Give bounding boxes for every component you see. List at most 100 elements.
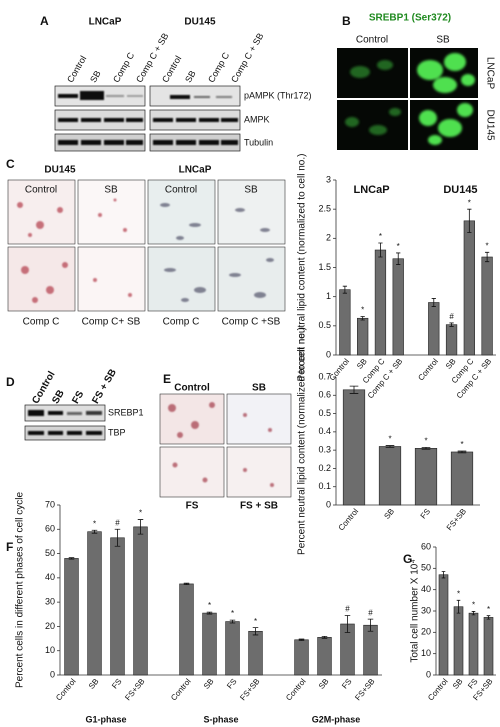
error-bar bbox=[252, 627, 259, 636]
x-tick-label: Control bbox=[426, 677, 450, 703]
y-tick-label: 0.1 bbox=[318, 481, 331, 491]
bar bbox=[179, 583, 194, 676]
x-tick-label: Control bbox=[284, 677, 308, 703]
fluorescence-images bbox=[337, 48, 478, 150]
bar bbox=[445, 324, 458, 356]
lane-label: FS bbox=[70, 389, 86, 406]
bar bbox=[481, 256, 493, 356]
y-tick-label: 2 bbox=[326, 233, 331, 243]
lane-label: SB bbox=[183, 69, 198, 84]
image-label: SB bbox=[252, 383, 266, 394]
bar bbox=[133, 526, 148, 676]
lane-label: FS + SB bbox=[90, 367, 119, 405]
x-tick-label: SB bbox=[382, 507, 396, 521]
y-tick-label: 20 bbox=[421, 627, 431, 637]
y-tick-label: 0.2 bbox=[318, 463, 331, 473]
row-label: pAMPK (Thr172) bbox=[244, 90, 312, 100]
x-tick-label: SB bbox=[451, 677, 465, 691]
bar bbox=[64, 558, 79, 676]
lane-label: Comp C + SB bbox=[229, 31, 265, 84]
bar bbox=[453, 606, 464, 676]
group-label: G1-phase bbox=[85, 714, 126, 724]
bar bbox=[428, 302, 440, 356]
image-label: Control bbox=[174, 383, 210, 394]
error-bar bbox=[367, 618, 374, 632]
lane-label: SB bbox=[50, 388, 66, 406]
x-tick-label: FS+SB bbox=[445, 507, 468, 532]
lane-labels: Control SB Comp C Comp C + SB Control SB… bbox=[65, 31, 265, 84]
y-tick-label: 1 bbox=[326, 291, 331, 301]
error-bar bbox=[385, 445, 395, 448]
cell-line-label: LNCaP bbox=[179, 165, 212, 176]
error-bar bbox=[457, 450, 467, 454]
significance-marker: * bbox=[486, 241, 489, 250]
panel-letter: C bbox=[6, 157, 15, 171]
bar bbox=[363, 624, 378, 676]
error-bar bbox=[229, 619, 236, 624]
y-tick-label: 30 bbox=[421, 605, 431, 615]
y-tick-label: 0 bbox=[50, 669, 55, 679]
x-tick-label: SB bbox=[87, 677, 101, 691]
y-tick-label: 0 bbox=[426, 669, 431, 679]
error-bar bbox=[467, 208, 472, 233]
cell-line-label: DU145 bbox=[184, 17, 216, 28]
significance-marker: * bbox=[388, 435, 391, 444]
y-tick-label: 50 bbox=[421, 563, 431, 573]
x-tick-label: FS+SB bbox=[123, 677, 146, 702]
y-tick-label: 30 bbox=[45, 597, 55, 607]
x-tick-label: FS bbox=[225, 677, 238, 691]
significance-marker: # bbox=[115, 518, 120, 527]
bar bbox=[202, 612, 217, 676]
significance-marker: # bbox=[449, 312, 454, 321]
error-bar bbox=[396, 252, 401, 265]
x-tick-label: FS+SB bbox=[238, 677, 261, 702]
x-tick-label: Control bbox=[416, 357, 440, 383]
significance-marker: * bbox=[93, 519, 96, 528]
significance-marker: * bbox=[254, 617, 257, 626]
y-tick-label: 0 bbox=[326, 349, 331, 359]
x-tick-label: FS bbox=[340, 677, 353, 691]
y-tick-label: 0 bbox=[326, 499, 331, 509]
significance-marker: * bbox=[468, 198, 471, 207]
y-tick-label: 60 bbox=[45, 524, 55, 534]
row-label: DU145 bbox=[484, 109, 495, 141]
stained-images bbox=[7, 179, 286, 312]
error-bar bbox=[471, 611, 476, 616]
y-tick-label: 1.5 bbox=[318, 262, 331, 272]
bar bbox=[378, 446, 402, 506]
y-tick-label: 40 bbox=[45, 572, 55, 582]
y-tick-label: 3 bbox=[326, 174, 331, 184]
y-tick-label: 50 bbox=[45, 548, 55, 558]
column-label: SB bbox=[436, 35, 450, 46]
cell-line-label: DU145 bbox=[44, 165, 76, 176]
x-tick-label: SB bbox=[317, 677, 331, 691]
bar bbox=[483, 617, 494, 676]
image-label: SB bbox=[244, 185, 258, 196]
bar bbox=[463, 220, 475, 356]
significance-marker: * bbox=[472, 601, 475, 610]
row-label: LNCaP bbox=[484, 57, 495, 90]
error-bar bbox=[349, 385, 359, 394]
panel-letter: G bbox=[403, 552, 412, 566]
bar bbox=[87, 531, 102, 676]
y-tick-label: 0.4 bbox=[318, 426, 331, 436]
y-axis-label: Percent neutral lipid content (normalize… bbox=[297, 327, 308, 555]
row-label: AMPK bbox=[244, 114, 270, 124]
x-tick-label: Control bbox=[169, 677, 193, 703]
panel-letter: F bbox=[6, 540, 13, 554]
x-tick-label: Control bbox=[337, 507, 361, 533]
error-bar bbox=[484, 251, 490, 263]
image-label: Control bbox=[25, 185, 57, 196]
bar bbox=[392, 258, 404, 356]
error-bar bbox=[114, 528, 121, 547]
bar bbox=[374, 249, 387, 356]
error-bar bbox=[441, 571, 446, 579]
image-label: Comp C+ SB bbox=[82, 317, 141, 328]
bar bbox=[294, 639, 309, 676]
panel-title: SREBP1 (Ser372) bbox=[369, 13, 451, 24]
error-bar bbox=[342, 285, 348, 294]
x-tick-label: Control bbox=[54, 677, 78, 703]
y-tick-label: 60 bbox=[421, 541, 431, 551]
lane-label: SB bbox=[88, 69, 103, 84]
bar bbox=[468, 612, 479, 676]
